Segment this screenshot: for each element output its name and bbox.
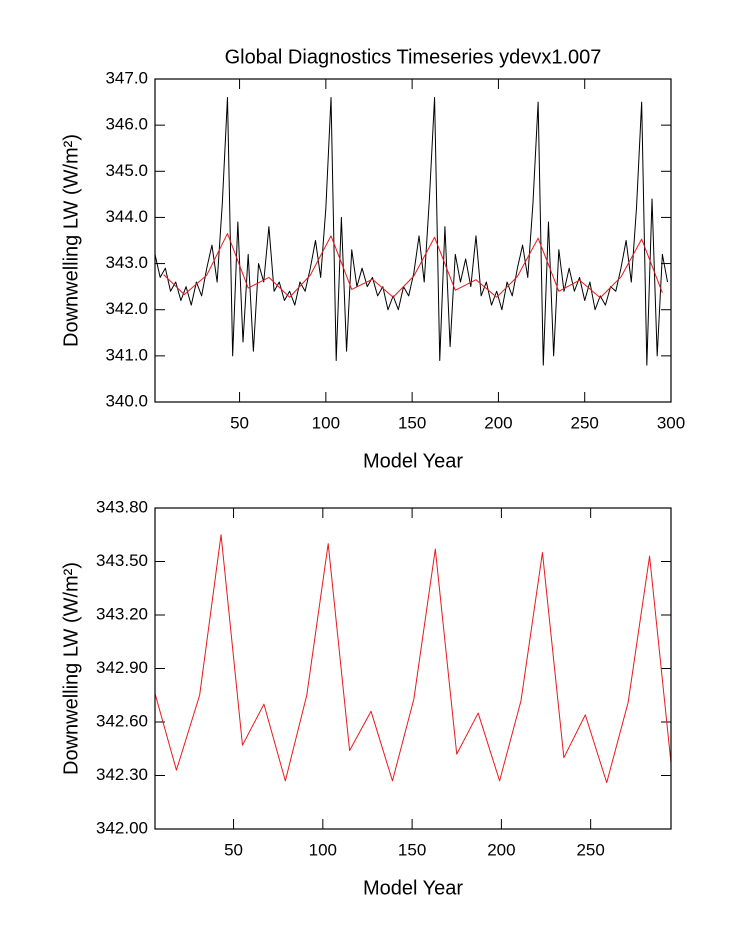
plot-frame [154, 78, 672, 403]
y-tick-label: 344.0 [105, 207, 148, 226]
y-tick-label: 342.90 [96, 658, 148, 677]
plot-frame [154, 507, 672, 830]
y-tick-label: 347.0 [105, 68, 148, 87]
y-tick-label: 342.60 [96, 711, 148, 730]
x-tick-label: 250 [571, 413, 599, 432]
y-tick-label: 343.50 [96, 551, 148, 570]
x-tick-label: 250 [576, 840, 604, 859]
x-axis-label: Model Year [363, 450, 463, 472]
y-tick-label: 343.20 [96, 604, 148, 623]
x-tick-label: 200 [487, 840, 515, 859]
x-tick-label: 50 [230, 413, 249, 432]
y-tick-label: 341.0 [105, 345, 148, 364]
y-tick-label: 345.0 [105, 161, 148, 180]
y-tick-label: 346.0 [105, 115, 148, 134]
series-line [154, 96, 669, 366]
series-line [154, 534, 672, 784]
x-tick-label: 200 [484, 413, 512, 432]
y-tick-label: 343.0 [105, 253, 148, 272]
x-tick-label: 150 [398, 840, 426, 859]
y-tick-label: 340.0 [105, 391, 148, 410]
y-axis-label: Downwelling LW (W/m²) [60, 134, 82, 347]
y-tick-label: 343.80 [96, 497, 148, 516]
y-tick-label: 342.0 [105, 299, 148, 318]
x-axis-label: Model Year [363, 877, 463, 899]
chart-title: Global Diagnostics Timeseries ydevx1.007 [225, 46, 602, 68]
x-tick-label: 100 [309, 840, 337, 859]
series-line [163, 233, 663, 299]
y-tick-label: 342.30 [96, 765, 148, 784]
x-tick-label: 100 [312, 413, 340, 432]
y-axis-label: Downwelling LW (W/m²) [60, 562, 82, 775]
x-tick-label: 300 [657, 413, 685, 432]
y-tick-label: 342.00 [96, 818, 148, 837]
x-tick-label: 150 [398, 413, 426, 432]
x-tick-label: 50 [224, 840, 243, 859]
